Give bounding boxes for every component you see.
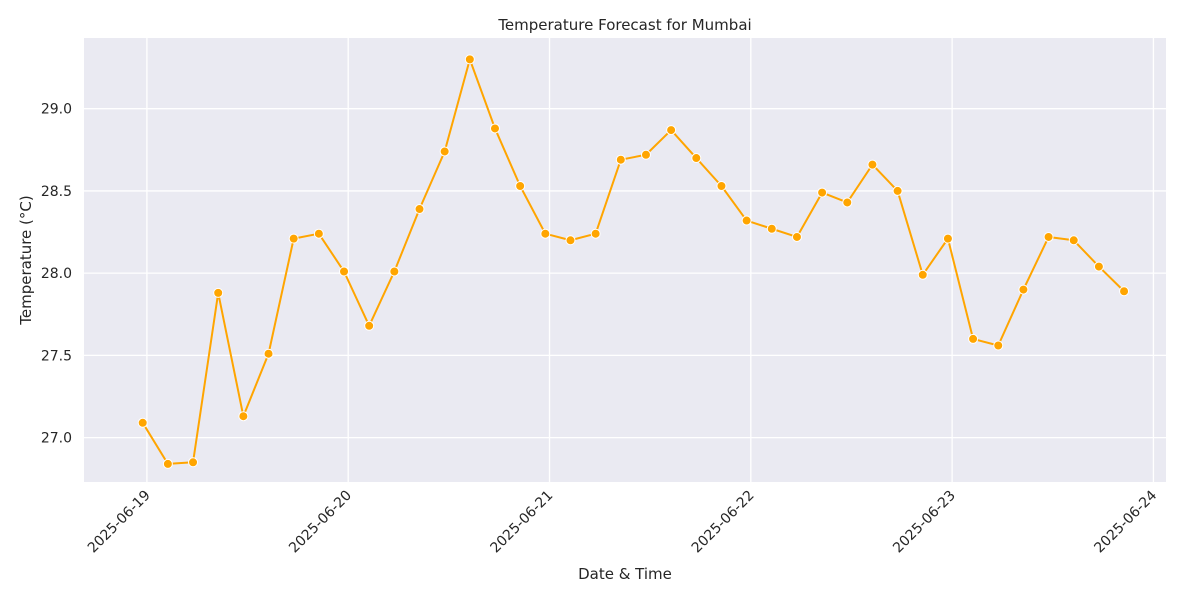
x-axis-title: Date & Time	[578, 565, 672, 583]
y-tick-label: 28.5	[41, 184, 72, 200]
data-point	[137, 417, 148, 428]
data-point	[288, 233, 299, 244]
y-tick-label: 27.5	[41, 348, 72, 364]
data-point	[489, 123, 500, 134]
data-point	[1018, 284, 1029, 295]
data-point	[691, 153, 702, 164]
data-point	[339, 266, 350, 277]
data-point	[640, 149, 651, 160]
data-point	[540, 228, 551, 239]
x-tick-label: 2025-06-19	[85, 488, 154, 557]
data-point	[867, 159, 878, 170]
data-point	[515, 181, 526, 191]
data-point	[414, 204, 425, 215]
data-point	[615, 154, 626, 165]
data-point	[1043, 231, 1054, 242]
grid-lines	[84, 38, 1166, 482]
data-point	[313, 228, 324, 239]
y-axis-title: Temperature (°C)	[17, 195, 35, 325]
data-point	[188, 457, 199, 468]
data-point	[716, 181, 727, 191]
x-tick-label: 2025-06-24	[1091, 487, 1160, 556]
plot-area	[84, 38, 1166, 482]
chart-title: Temperature Forecast for Mumbai	[497, 16, 751, 34]
data-point	[766, 223, 777, 234]
data-point	[389, 266, 400, 277]
data-point	[1093, 261, 1104, 272]
data-point	[892, 185, 903, 196]
y-tick-label: 28.0	[41, 266, 72, 282]
data-point	[1119, 286, 1130, 297]
data-point	[238, 411, 249, 422]
data-point	[666, 125, 677, 136]
data-point	[993, 340, 1004, 351]
data-point	[791, 231, 802, 242]
data-point	[942, 233, 953, 244]
y-tick-label: 27.0	[41, 431, 72, 447]
data-point	[817, 187, 828, 198]
x-tick-label: 2025-06-22	[689, 488, 758, 557]
x-tick-label: 2025-06-23	[890, 488, 959, 557]
x-tick-label: 2025-06-21	[487, 488, 556, 557]
data-point	[741, 215, 752, 226]
data-point	[842, 197, 853, 208]
data-point	[464, 54, 475, 65]
data-point	[917, 269, 928, 280]
data-point	[213, 287, 224, 298]
data-point	[565, 235, 576, 246]
data-point	[590, 228, 601, 239]
x-tick-label: 2025-06-20	[286, 488, 355, 557]
y-tick-label: 29.0	[41, 102, 72, 118]
series-line	[141, 58, 1125, 465]
data-point	[364, 320, 375, 331]
data-point	[439, 146, 450, 157]
data-point	[968, 333, 979, 344]
data-point	[162, 458, 173, 469]
data-point	[1068, 235, 1079, 246]
data-point	[263, 348, 274, 359]
series-layer	[137, 54, 1130, 469]
